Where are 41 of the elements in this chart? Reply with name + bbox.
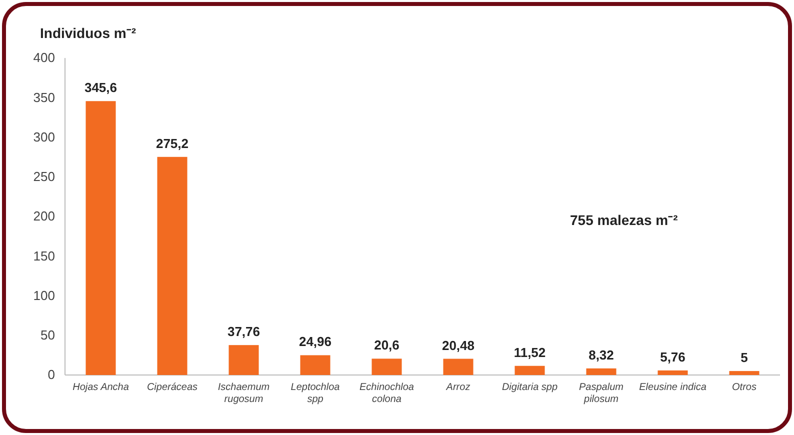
x-tick-label: Arroz xyxy=(445,382,470,394)
x-tick-label: Digitaria spp xyxy=(502,382,558,394)
y-tick-label: 400 xyxy=(33,50,55,66)
y-axis-title: Individuos m⁻² xyxy=(40,25,136,41)
bar xyxy=(86,101,116,375)
x-tick-label: Eleusine indica xyxy=(639,382,707,394)
data-label: 37,76 xyxy=(227,324,260,340)
annotation: 755 malezas m⁻² xyxy=(570,212,678,228)
bar xyxy=(157,156,188,375)
data-label: 20,48 xyxy=(442,338,475,353)
y-tick-label: 250 xyxy=(33,169,55,184)
data-label: 345,6 xyxy=(84,80,118,96)
x-tick-label: Paspalum pilosum xyxy=(579,382,624,406)
bar xyxy=(514,366,545,375)
data-label: 11,52 xyxy=(514,344,546,360)
x-tick-label: Echinochloa colona xyxy=(360,382,414,406)
data-label: 5,76 xyxy=(660,349,686,364)
data-label: 20,6 xyxy=(374,338,400,353)
data-label: 24,96 xyxy=(298,334,332,350)
x-tick-label: Otros xyxy=(732,382,756,394)
y-tick-label: 50 xyxy=(40,328,55,343)
y-tick-label: 350 xyxy=(33,90,55,105)
x-tick-label: Ciperáceas xyxy=(146,382,198,394)
y-tick-label: 200 xyxy=(33,208,55,224)
bar xyxy=(729,371,760,375)
bar xyxy=(228,345,259,375)
bar xyxy=(586,368,616,375)
y-tick-label: 300 xyxy=(33,129,55,144)
bar xyxy=(443,358,474,375)
bar xyxy=(300,355,330,375)
x-tick-label: Leptochloa spp xyxy=(290,382,340,406)
data-label: 5 xyxy=(740,350,748,366)
x-tick-label: Hojas Ancha xyxy=(72,382,130,394)
bar xyxy=(372,358,402,375)
data-label: 8,32 xyxy=(588,347,614,362)
y-tick-label: 0 xyxy=(48,367,55,382)
x-tick-label: Ischaemum rugosum xyxy=(218,382,270,406)
y-tick-label: 150 xyxy=(33,248,55,264)
data-label: 275,2 xyxy=(156,136,189,151)
bar xyxy=(658,370,688,375)
y-tick-label: 100 xyxy=(33,288,55,303)
